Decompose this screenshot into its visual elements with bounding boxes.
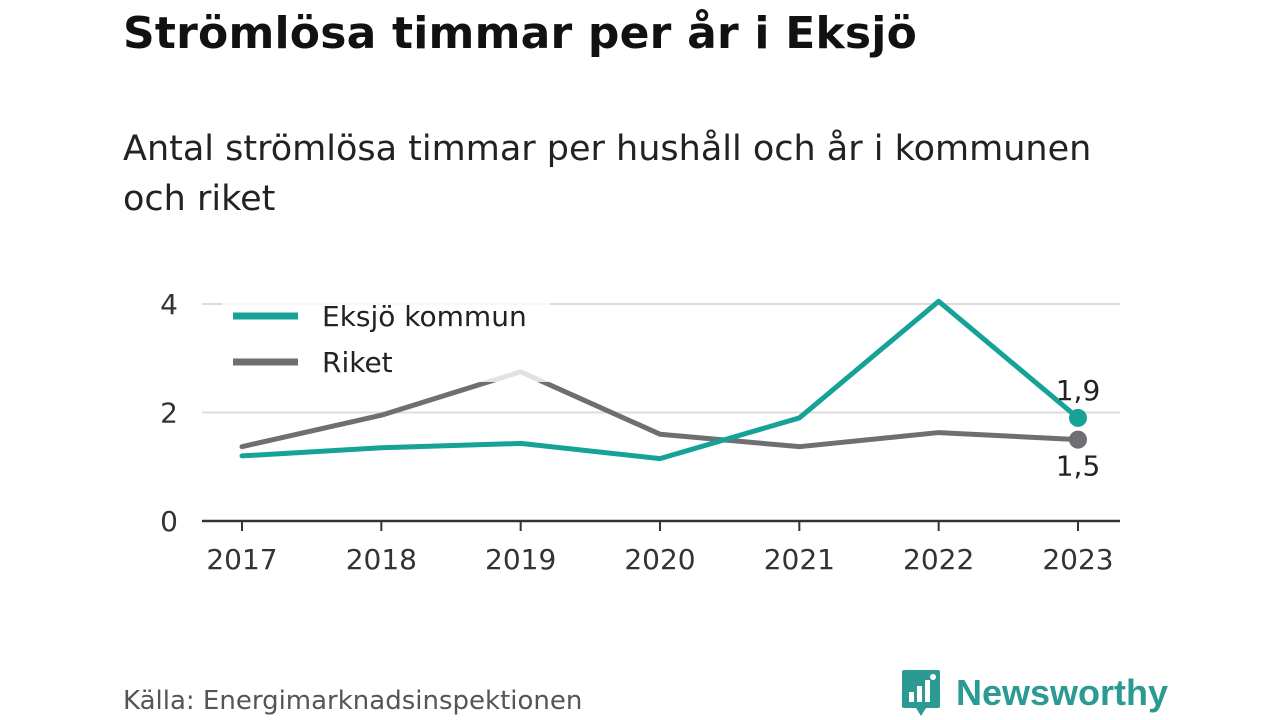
end-point-marker <box>1069 430 1087 449</box>
series-line-eksjo <box>239 298 1081 462</box>
brand-logo: Newsworthy <box>900 668 1168 718</box>
chart-subtitle: Antal strömlösa timmar per hushåll och å… <box>123 129 1092 219</box>
legend-label: Eksjö kommun <box>322 300 527 333</box>
x-tick-label: 2022 <box>903 543 974 576</box>
brand-name: Newsworthy <box>956 672 1169 713</box>
legend-label: Riket <box>322 346 393 379</box>
x-tick-label: 2017 <box>206 543 277 576</box>
data-label: 1,5 <box>1056 450 1101 483</box>
source-note: Källa: Energimarknadsinspektionen <box>123 686 583 716</box>
y-tick-label: 4 <box>160 288 178 321</box>
series-line-riket <box>239 369 1081 450</box>
chart-title: Strömlösa timmar per år i Eksjö <box>123 8 918 59</box>
x-tick-label: 2019 <box>485 543 556 576</box>
newsworthy-logo-icon <box>902 670 940 716</box>
x-tick-label: 2020 <box>624 543 695 576</box>
legend-box <box>222 292 550 382</box>
x-tick-label: 2023 <box>1042 543 1113 576</box>
y-tick-label: 2 <box>160 397 178 430</box>
y-tick-label: 0 <box>160 505 178 538</box>
x-tick-label: 2021 <box>764 543 835 576</box>
end-point-marker <box>1069 408 1087 427</box>
data-label: 1,9 <box>1056 374 1101 407</box>
x-tick-label: 2018 <box>346 543 417 576</box>
